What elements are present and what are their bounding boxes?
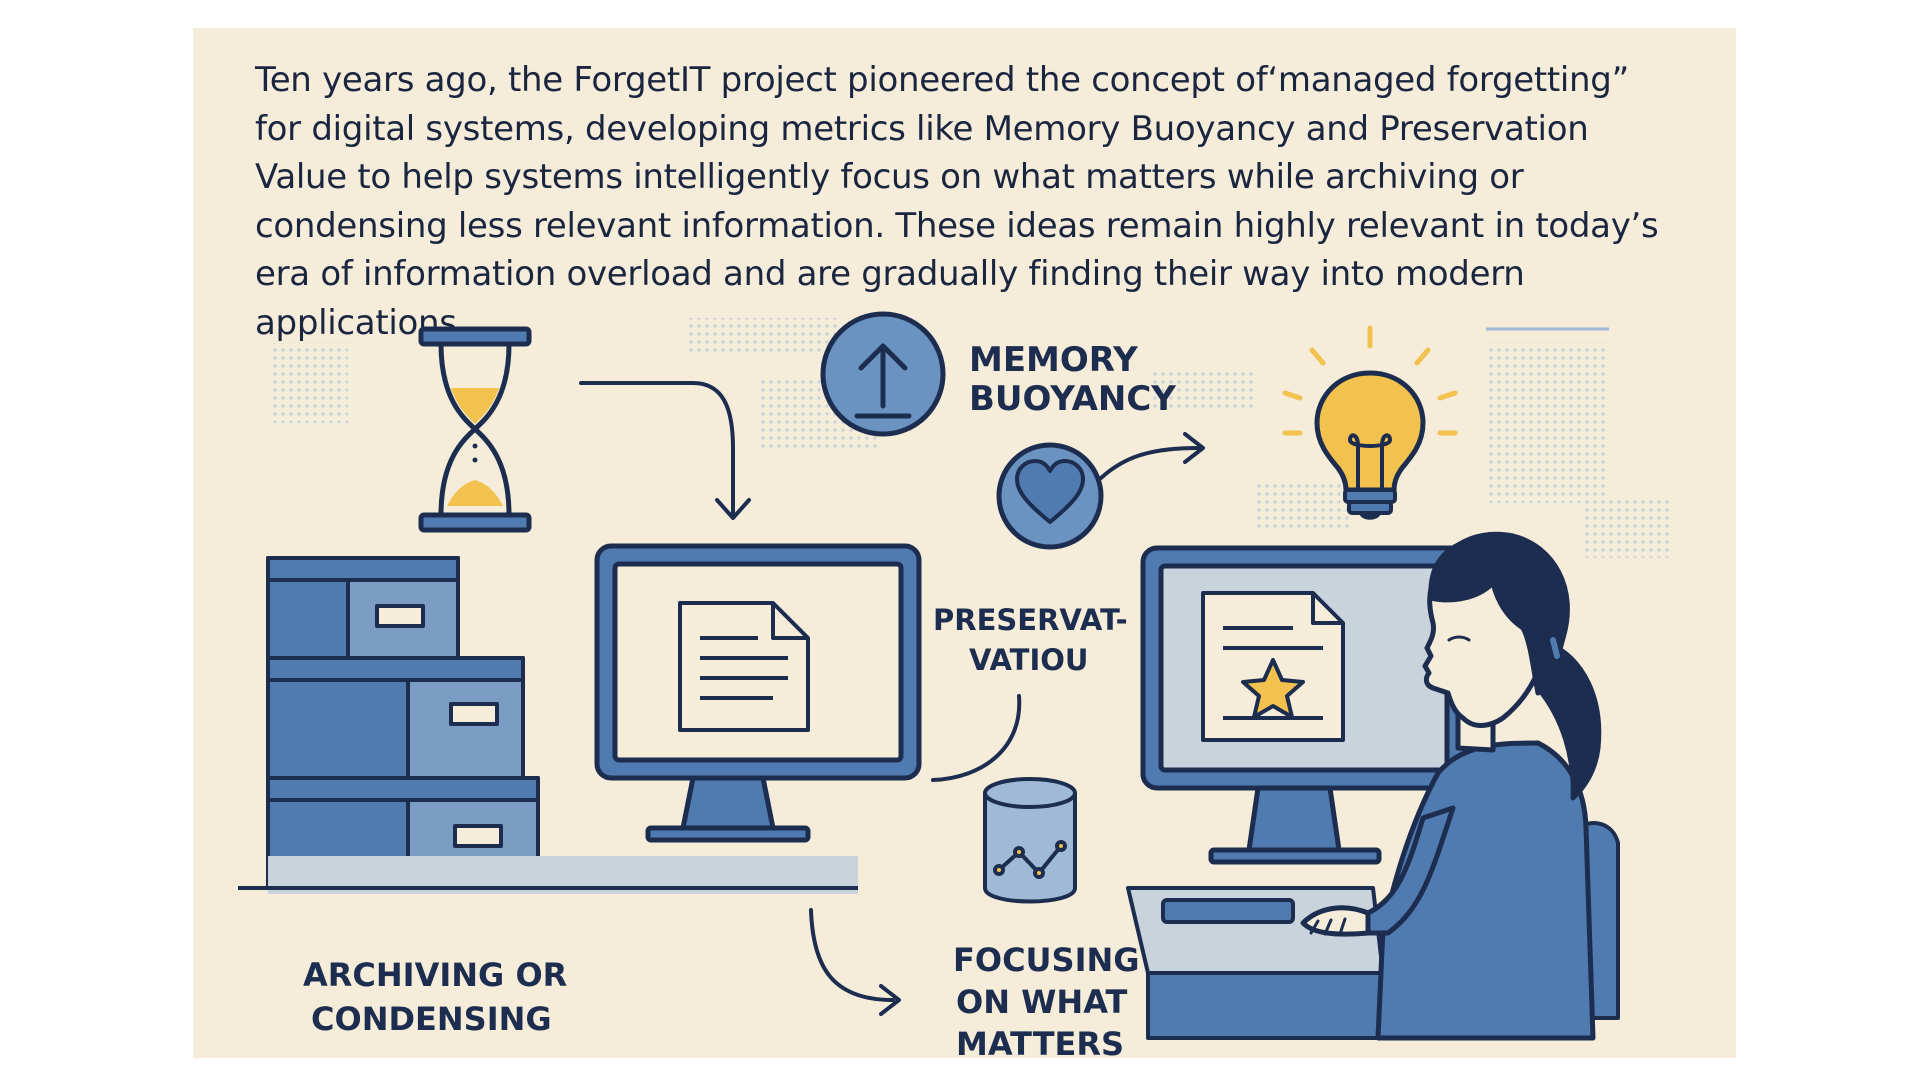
flow-arrow-to-monitor <box>579 381 735 518</box>
flow-arrow-to-focus <box>809 908 895 1002</box>
memory-buoyancy-label-line2: BUOYANCY <box>969 379 1176 419</box>
flow-arrow-to-idea <box>1099 446 1200 480</box>
right-desk <box>1126 886 1390 1040</box>
preservation-value-label-line1: PRESERVAT- <box>933 603 1128 637</box>
preservation-value-label-line2: VATIOU <box>969 643 1088 677</box>
archive-boxes <box>266 556 540 890</box>
archiving-label-line2: CONDENSING <box>311 1000 552 1038</box>
hourglass-icon <box>418 326 532 533</box>
memory-buoyancy-label-line1: MEMORY <box>969 340 1138 380</box>
archiving-label-line1: ARCHIVING OR <box>303 956 567 994</box>
star-document-icon <box>1201 591 1345 742</box>
up-arrow-icon <box>820 311 946 437</box>
woman-at-computer <box>1300 531 1602 1041</box>
focusing-label-line3: MATTERS <box>956 1025 1124 1058</box>
infographic-poster: Ten years ago, the ForgetIT project pion… <box>193 28 1736 1058</box>
lightbulb-icon <box>1282 325 1458 520</box>
heart-icon <box>996 442 1104 550</box>
focusing-label-line2: ON WHAT <box>956 983 1127 1021</box>
illustration: MEMORY BUOYANCY <box>238 311 1673 1058</box>
intro-paragraph: Ten years ago, the ForgetIT project pion… <box>255 60 1659 343</box>
database-icon <box>983 777 1077 904</box>
focusing-label-line1: FOCUSING <box>953 941 1140 979</box>
document-icon <box>678 601 810 732</box>
flow-curve-to-monitor <box>931 694 1022 782</box>
